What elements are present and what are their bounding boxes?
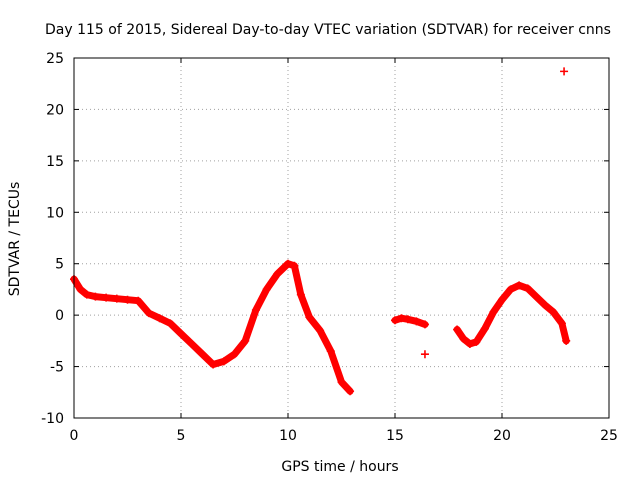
data-point bbox=[515, 281, 524, 290]
data-point bbox=[337, 378, 346, 386]
data-point bbox=[326, 347, 335, 356]
data-point bbox=[76, 285, 85, 294]
data-point bbox=[219, 357, 228, 366]
y-tick-label: 20 bbox=[46, 102, 64, 118]
data-point bbox=[480, 324, 489, 333]
data-point bbox=[403, 315, 412, 324]
data-point bbox=[498, 295, 506, 304]
x-tick-label: 15 bbox=[386, 428, 404, 444]
data-points bbox=[70, 67, 571, 396]
data-point bbox=[420, 350, 429, 359]
data-point bbox=[506, 285, 515, 294]
series-segment-2 bbox=[391, 314, 429, 329]
data-point bbox=[420, 320, 429, 329]
data-point bbox=[560, 67, 569, 76]
x-tick-label: 10 bbox=[279, 428, 297, 444]
data-point bbox=[155, 314, 164, 323]
data-point bbox=[489, 308, 498, 317]
data-point bbox=[532, 292, 541, 301]
data-point bbox=[112, 294, 121, 303]
plot-frame bbox=[73, 57, 610, 419]
data-point bbox=[198, 350, 207, 359]
data-point bbox=[391, 316, 399, 325]
x-tick-label: 20 bbox=[493, 428, 511, 444]
data-point bbox=[290, 261, 299, 270]
y-tick-label: -5 bbox=[50, 360, 64, 376]
data-point bbox=[273, 270, 282, 278]
series-outlier-2 bbox=[560, 67, 569, 76]
chart-title: Day 115 of 2015, Sidereal Day-to-day VTE… bbox=[45, 22, 611, 38]
y-tick-label: 0 bbox=[55, 308, 64, 324]
y-tick-label: 25 bbox=[46, 51, 64, 67]
data-point bbox=[397, 314, 406, 323]
y-tick-label: -10 bbox=[41, 411, 64, 427]
data-point bbox=[472, 337, 481, 346]
x-tick-label: 5 bbox=[177, 428, 186, 444]
data-point bbox=[549, 308, 558, 317]
data-point bbox=[316, 326, 325, 335]
data-point bbox=[209, 360, 218, 369]
grid-lines bbox=[74, 58, 609, 418]
x-tick-label: 25 bbox=[600, 428, 618, 444]
y-axis-title: SDTVAR / TECUs bbox=[7, 182, 23, 297]
data-point bbox=[412, 317, 421, 326]
data-point bbox=[187, 339, 196, 348]
series-outlier-1 bbox=[420, 350, 429, 359]
data-point bbox=[459, 334, 468, 343]
data-point bbox=[241, 336, 250, 345]
y-tick-label: 10 bbox=[46, 205, 64, 221]
data-point bbox=[557, 319, 566, 328]
data-point bbox=[123, 295, 132, 304]
data-point bbox=[91, 292, 100, 301]
data-point bbox=[230, 350, 239, 359]
data-point bbox=[284, 259, 292, 268]
data-point bbox=[144, 309, 153, 318]
data-point bbox=[523, 284, 532, 293]
data-point bbox=[453, 325, 462, 334]
data-point bbox=[540, 300, 549, 309]
data-point bbox=[82, 290, 91, 299]
data-point bbox=[251, 306, 260, 314]
data-point bbox=[346, 387, 355, 396]
data-point bbox=[134, 296, 143, 305]
data-point bbox=[465, 339, 474, 348]
axis-ticks: 0 5 10 15 20 25 -10 -5 0 5 10 15 20 25 bbox=[41, 51, 618, 444]
data-point bbox=[166, 319, 175, 328]
data-point bbox=[177, 329, 185, 338]
y-tick-label: 5 bbox=[55, 257, 64, 273]
x-tick-label: 0 bbox=[70, 428, 79, 444]
data-point bbox=[102, 293, 111, 302]
data-point bbox=[562, 336, 571, 345]
x-axis-title: GPS time / hours bbox=[281, 459, 398, 475]
y-tick-label: 15 bbox=[46, 154, 64, 170]
data-point bbox=[262, 285, 271, 294]
data-point bbox=[305, 313, 314, 322]
series-segment-1 bbox=[70, 259, 355, 396]
series-segment-3 bbox=[453, 281, 571, 348]
data-point bbox=[296, 290, 305, 299]
